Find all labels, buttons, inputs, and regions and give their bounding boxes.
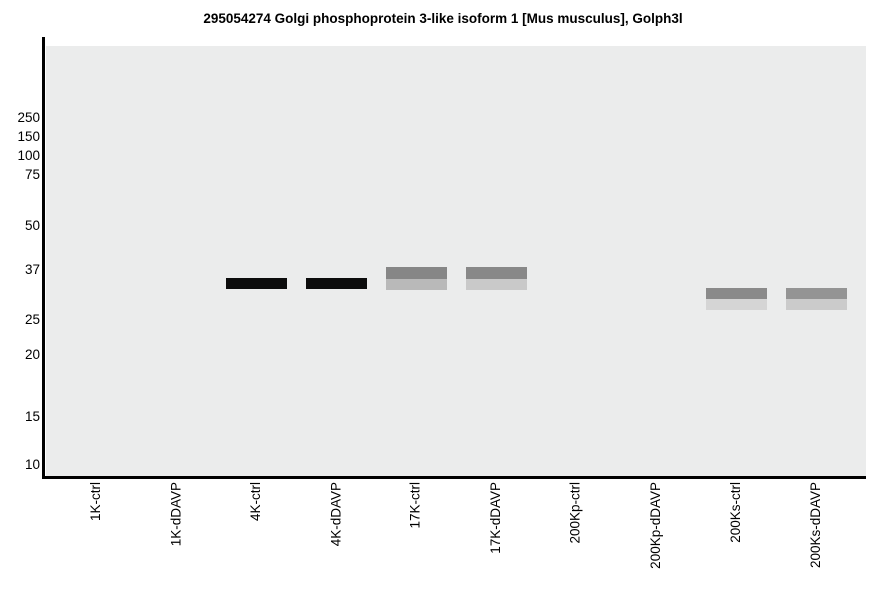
y-tick-label: 50 [24,218,40,233]
y-axis-line [42,37,45,479]
lane-label: 17K-ctrl [408,482,423,529]
band [785,299,847,310]
lane-label: 4K-ctrl [248,482,263,522]
lane-label: 1K-ctrl [88,482,103,522]
y-tick-label: 15 [24,409,40,424]
lane-label: 200Ks-ctrl [728,482,743,543]
lane-label: 200Kp-ctrl [568,482,583,544]
lane-label: 200Ks-dDAVP [808,482,823,569]
band [705,299,767,310]
y-tick-label: 150 [17,129,40,144]
band [785,288,847,299]
band [225,278,287,289]
y-tick-label: 100 [17,148,40,163]
x-axis-line [42,476,866,479]
band [385,279,447,290]
lane-label: 1K-dDAVP [168,482,183,547]
band [705,288,767,299]
y-tick-label: 250 [17,110,40,125]
y-tick-label: 20 [24,347,40,362]
band [385,267,447,279]
chart-title: 295054274 Golgi phosphoprotein 3-like is… [203,11,683,26]
band [465,279,527,290]
y-tick-label: 25 [24,312,40,327]
lane-label: 200Kp-dDAVP [648,482,663,569]
lane-label: 4K-dDAVP [328,482,343,547]
y-tick-label: 75 [24,167,40,182]
lane-label: 17K-dDAVP [488,482,503,554]
band [465,267,527,279]
y-tick-label: 10 [24,457,40,472]
band [305,278,367,289]
plot-area [46,46,866,476]
y-tick-label: 37 [24,262,40,277]
